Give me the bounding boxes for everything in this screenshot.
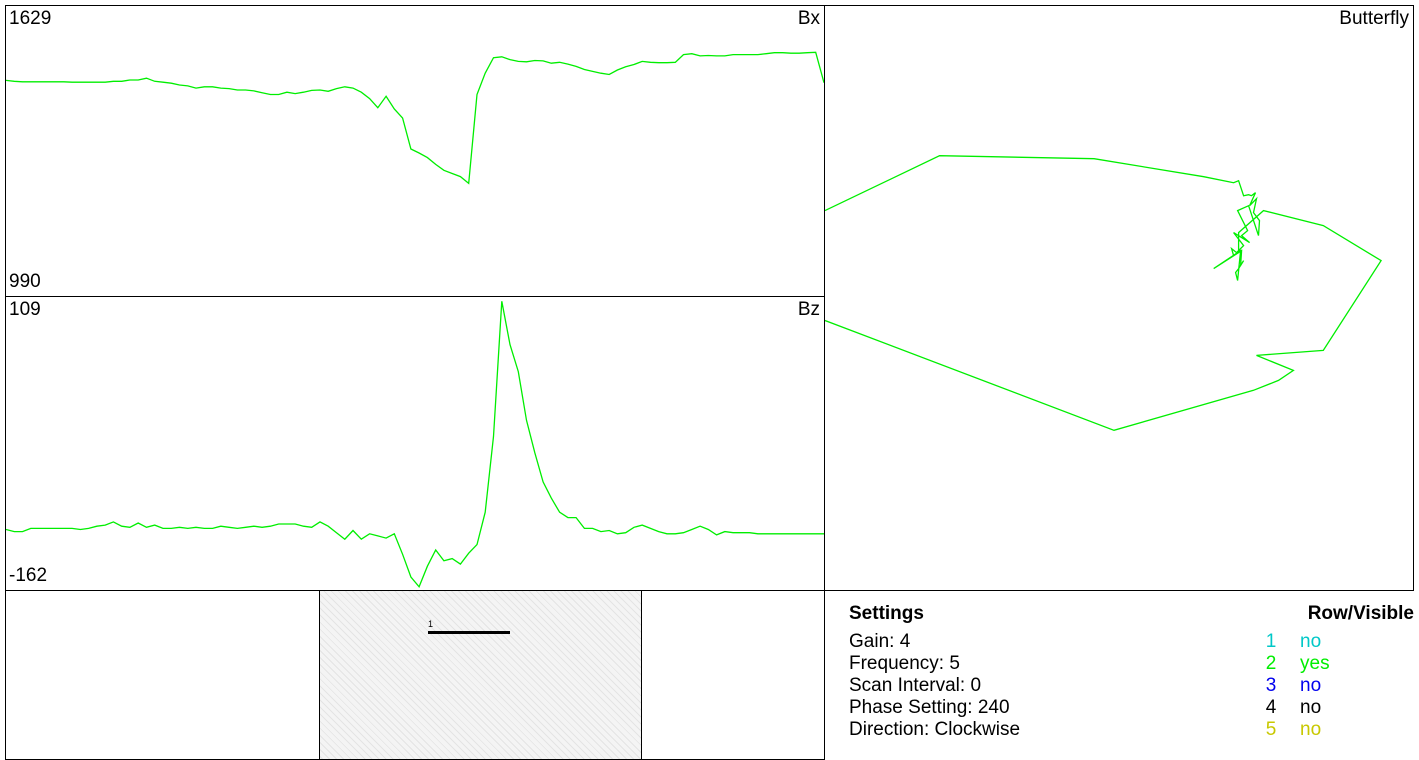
- row-number: 5: [1265, 719, 1277, 740]
- bx-max-label: 1629: [9, 8, 52, 29]
- bz-title: Bz: [797, 299, 820, 320]
- scan-area: 1: [319, 591, 642, 759]
- bx-min-label: 990: [9, 271, 41, 292]
- row-visible-value[interactable]: no: [1300, 631, 1322, 652]
- butterfly-chart: [825, 155, 1383, 431]
- row-number: 2: [1265, 653, 1277, 674]
- bx-chart-panel: 1629 990 Bx: [5, 5, 825, 297]
- bx-title: Bx: [797, 8, 820, 29]
- bz-max-label: 109: [9, 299, 41, 320]
- setting-scan-interval: Scan Interval: 0: [849, 675, 982, 696]
- butterfly-trace-line: [825, 155, 1383, 431]
- setting-gain: Gain: 4: [849, 631, 911, 652]
- butterfly-chart-panel: Butterfly: [824, 5, 1414, 591]
- row-number: 4: [1265, 697, 1277, 718]
- row-number: 1: [1265, 631, 1277, 652]
- setting-direction: Direction: Clockwise: [849, 719, 1021, 740]
- bz-chart-panel: 109 -162 Bz: [5, 296, 825, 591]
- row-visible-value[interactable]: no: [1300, 719, 1322, 740]
- setting-frequency: Frequency: 5: [849, 653, 960, 674]
- row-visible-title: Row/Visible: [1307, 603, 1414, 624]
- scan-line: [428, 631, 510, 634]
- bx-trace-line: [6, 51, 824, 185]
- bz-chart: [6, 301, 824, 589]
- settings-panel: Settings Gain: 4 Frequency: 5 Scan Inter…: [824, 590, 1414, 760]
- bx-chart: [6, 51, 824, 185]
- row-visible-value[interactable]: no: [1300, 675, 1322, 696]
- settings-title: Settings: [849, 603, 924, 624]
- bz-min-label: -162: [9, 565, 48, 586]
- row-visible-value[interactable]: yes: [1300, 653, 1330, 674]
- setting-phase: Phase Setting: 240: [849, 697, 1010, 718]
- row-visible-value[interactable]: no: [1300, 697, 1322, 718]
- row-number: 3: [1265, 675, 1277, 696]
- butterfly-title: Butterfly: [1339, 8, 1409, 29]
- scan-panel: 1: [5, 590, 825, 760]
- scan-marker-label: 1: [428, 619, 434, 629]
- bz-trace-line: [6, 301, 824, 589]
